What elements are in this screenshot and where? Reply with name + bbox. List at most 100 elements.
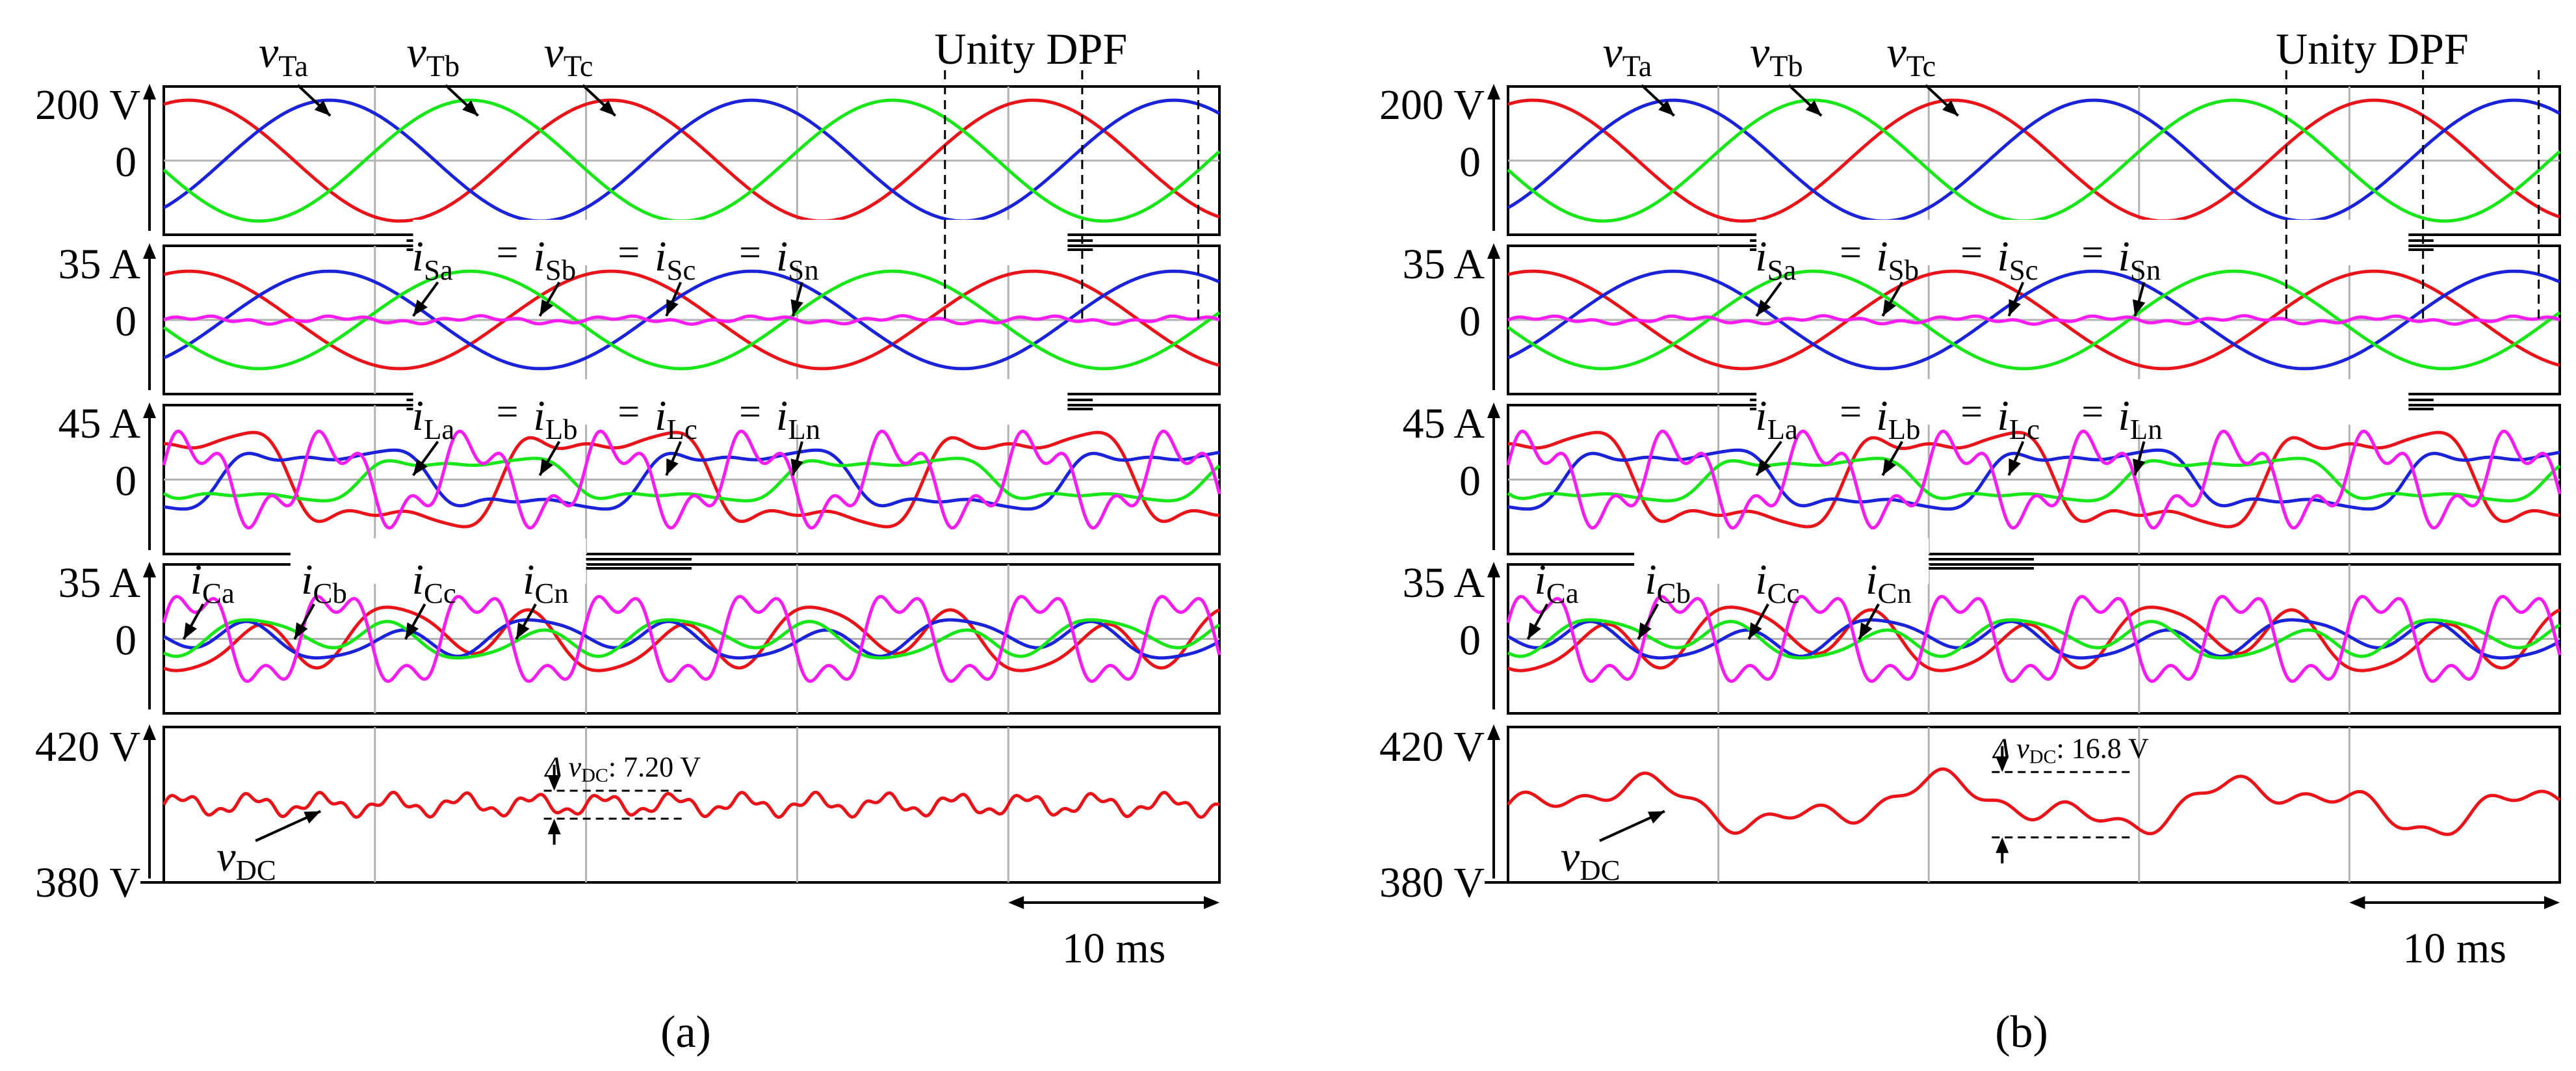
label-background (413, 379, 1068, 425)
waveform-vTa (1507, 98, 2560, 223)
axis-top-label: 420 V (1379, 723, 1485, 771)
waveform-iCn (1506, 594, 2562, 683)
pointer-iLn (790, 441, 803, 476)
label-symbol: i (412, 556, 424, 603)
pointer-iCn (515, 603, 537, 640)
ripple-label: Δ vDC: 16.8 V (1992, 732, 2149, 767)
label-iCa: iCa (1534, 556, 1578, 609)
pointer-iLa (1755, 440, 1782, 477)
ripple-arrowhead-bottom (547, 819, 561, 835)
waveform-vTa (163, 98, 1220, 223)
label-iSc: iSc (1997, 233, 2038, 286)
label-symbol: i (533, 392, 545, 440)
pointer-arrowhead (1882, 299, 1896, 316)
pointer-arrowhead (516, 622, 530, 639)
pointer-arrowhead (304, 811, 321, 824)
label-vTb: vTb (1750, 27, 1803, 83)
axis-scale-label: 35 A (58, 241, 140, 288)
pointer-arrowhead (666, 299, 679, 316)
label-subscript: Tc (1906, 50, 1936, 83)
label-iSb: iSb (533, 233, 576, 286)
label-symbol: i (523, 556, 534, 603)
axis-bottom-label: 380 V (1379, 859, 1485, 906)
time-scale-label: 10 ms (2402, 925, 2506, 972)
waveform-iLc (163, 456, 1221, 503)
label-symbol: i (655, 233, 666, 280)
label-background (1756, 379, 2409, 425)
label-symbol: i (1755, 556, 1767, 603)
label-iCn: iCn (1866, 556, 1912, 609)
label-symbol: i (2118, 233, 2129, 280)
unity-dpf-marker: Unity DPF (935, 24, 1200, 320)
waveform-vTb (1507, 98, 2561, 223)
pointer-iCa (182, 603, 205, 640)
pointer-arrowhead (294, 622, 308, 639)
time-scale-arrow-left (1008, 896, 1024, 909)
label-symbol: v (544, 27, 564, 77)
label-background (413, 220, 1068, 265)
pointer-arrowhead (2009, 299, 2021, 316)
label-iLc: iLc (1997, 392, 2040, 445)
label-symbol: i (1534, 556, 1546, 603)
waveform-vDC (1507, 767, 2561, 836)
waveform-iSa (1507, 269, 2560, 371)
ripple-label-sub: DC (2029, 746, 2057, 767)
y-axis-arrowhead (1487, 243, 1500, 259)
label-subscript: Ln (788, 413, 820, 445)
time-scale-bar: 10 ms (2349, 896, 2560, 972)
label-subscript: Lb (1888, 413, 1921, 445)
label-subscript: Cc (1767, 577, 1800, 609)
time-scale-arrow-left (2349, 896, 2365, 909)
label-iSb: iSb (1876, 233, 1919, 286)
label-subscript: Sn (2130, 254, 2161, 286)
label-symbol: i (190, 556, 202, 603)
pointer-vDC (255, 810, 322, 842)
label-iCb: iCb (1645, 556, 1691, 609)
ripple-arrowhead-bottom (1996, 837, 2009, 853)
axis-zero-label: 0 (115, 458, 137, 505)
label-symbol: v (1886, 27, 1906, 77)
ripple-label: Δ vDC: 7.20 V (544, 751, 701, 786)
label-subscript: Sc (2009, 254, 2038, 286)
label-symbol: i (412, 392, 424, 440)
pointer-iSa (1755, 281, 1782, 317)
label-subscript: Sb (545, 254, 576, 286)
equals-sign: = (497, 231, 519, 274)
pointer-arrowhead (314, 100, 331, 116)
waveform-iSa (163, 269, 1220, 371)
label-symbol: i (776, 233, 788, 280)
label-subscript: Ca (1546, 577, 1579, 609)
y-axis-arrowhead (1487, 724, 1500, 740)
pointer-arrowhead (540, 458, 554, 475)
pointer-arrowhead (790, 299, 803, 316)
label-symbol: i (1997, 392, 2009, 440)
time-scale-arrow-right (2544, 896, 2560, 909)
label-subscript: Lb (545, 413, 578, 445)
pointer-iSn (2133, 282, 2146, 317)
pointer-arrowhead (1859, 622, 1873, 639)
pointer-arrowhead (599, 100, 616, 116)
label-background (1634, 538, 1929, 584)
label-vTc: vTc (544, 27, 593, 83)
axis-scale-label: 45 A (58, 400, 140, 447)
time-scale-bar: 10 ms (1008, 896, 1219, 972)
equals-sign: = (618, 390, 640, 433)
pointer-arrowhead (666, 458, 679, 475)
time-scale-label: 10 ms (1062, 925, 1166, 972)
pointer-vTc (1925, 84, 1959, 117)
ripple-label-prefix: Δ v (1992, 732, 2029, 764)
label-subscript: DC (1580, 854, 1620, 886)
label-symbol: i (1876, 392, 1888, 440)
axis-scale-label: 35 A (1402, 559, 1485, 607)
equals-sign: = (497, 390, 519, 433)
axis-scale-label: 200 V (35, 81, 140, 129)
label-background (1756, 220, 2409, 265)
axis-scale-label: 35 A (1402, 241, 1485, 288)
label-symbol: v (407, 27, 427, 77)
waveform-iLa (164, 430, 1220, 529)
